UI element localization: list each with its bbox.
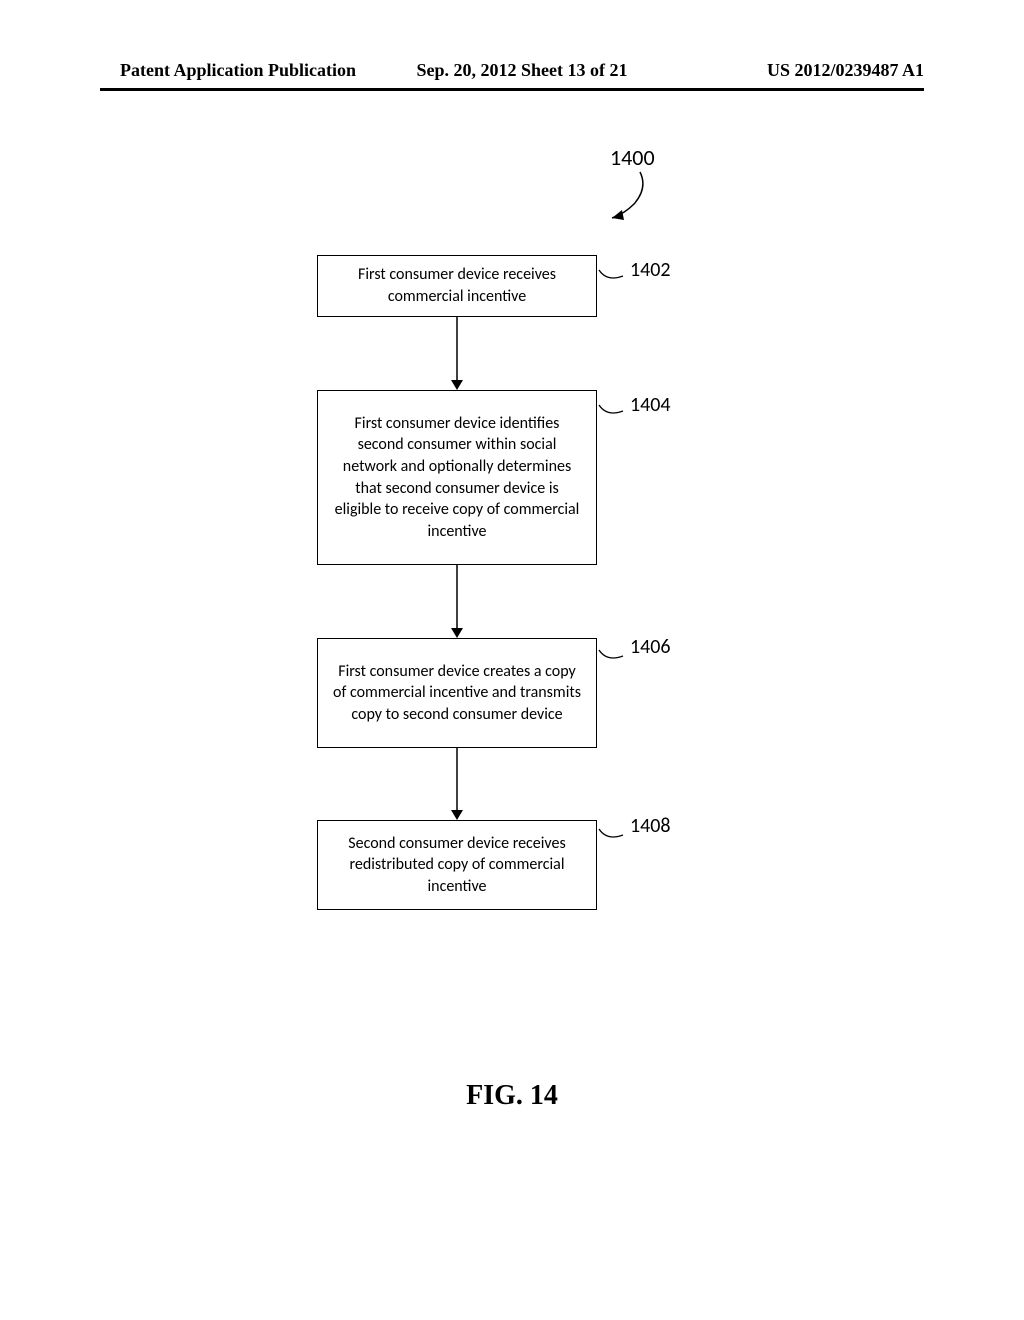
flow-box-text: First consumer device creates a copy of … bbox=[332, 661, 582, 726]
header-mid: Sep. 20, 2012 Sheet 13 of 21 bbox=[388, 60, 656, 81]
header-right: US 2012/0239487 A1 bbox=[656, 60, 924, 81]
figure-ref-number: 1400 bbox=[610, 144, 655, 171]
flow-arrow bbox=[451, 565, 463, 638]
header-left: Patent Application Publication bbox=[120, 60, 388, 81]
flow-box-1408: Second consumer device receives redistri… bbox=[317, 820, 597, 910]
flow-arrow bbox=[451, 317, 463, 390]
ref-label-1408: 1408 bbox=[630, 814, 671, 838]
flow-box-text: First consumer device identifies second … bbox=[332, 413, 582, 543]
ref-label-1402: 1402 bbox=[630, 258, 671, 282]
header-rule bbox=[100, 88, 924, 91]
ref-label-1404: 1404 bbox=[630, 393, 671, 417]
ref-hook-icon bbox=[597, 648, 627, 668]
flow-box-1406: First consumer device creates a copy of … bbox=[317, 638, 597, 748]
ref-hook-icon bbox=[597, 403, 627, 423]
figure-caption: FIG. 14 bbox=[0, 1080, 1024, 1112]
page-header: Patent Application Publication Sep. 20, … bbox=[0, 60, 1024, 81]
flow-box-1404: First consumer device identifies second … bbox=[317, 390, 597, 565]
flow-box-1402: First consumer device receives commercia… bbox=[317, 255, 597, 317]
page: Patent Application Publication Sep. 20, … bbox=[0, 0, 1024, 1320]
ref-label-1406: 1406 bbox=[630, 635, 671, 659]
flow-box-text: Second consumer device receives redistri… bbox=[332, 833, 582, 898]
ref-hook-icon bbox=[597, 268, 627, 288]
flow-box-text: First consumer device receives commercia… bbox=[332, 264, 582, 307]
figure-ref-arrow bbox=[600, 170, 660, 230]
ref-hook-icon bbox=[597, 827, 627, 847]
flow-arrow bbox=[451, 748, 463, 820]
flowchart-diagram: 1400 First consumer device receives comm… bbox=[0, 140, 1024, 1140]
